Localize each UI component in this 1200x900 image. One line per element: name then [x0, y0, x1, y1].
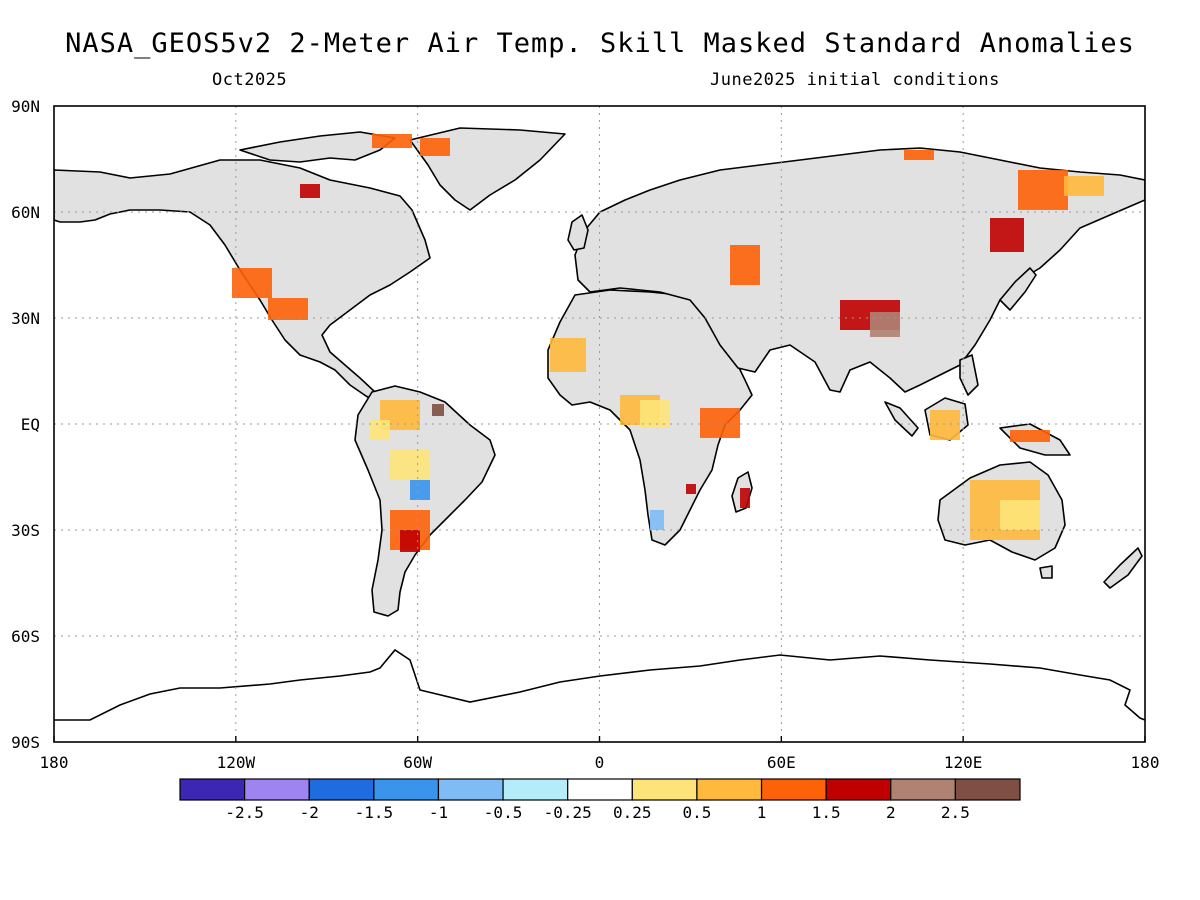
- latitude-label: EQ: [21, 415, 40, 434]
- colorbar: -2.5 -2 -1.5 -1 -0.5 -0.25 0.25 0.5 1 1.5 2 2.5: [179, 778, 1021, 822]
- philippines-landmass: [959, 354, 979, 396]
- latitude-label: 90S: [11, 733, 40, 752]
- colorbar-swatch: [631, 778, 698, 801]
- anomaly-patch: [1000, 500, 1040, 530]
- anomaly-patch: [268, 298, 308, 320]
- anomaly-patches: [232, 134, 1104, 552]
- colorbar-swatch: [825, 778, 892, 801]
- anomaly-patch: [1010, 430, 1050, 442]
- anomaly-patch: [930, 410, 960, 440]
- anomaly-patch: [1018, 170, 1068, 210]
- anomaly-patch: [300, 184, 320, 198]
- anomaly-patch: [232, 268, 272, 298]
- antarctica-coastline: [54, 648, 1145, 721]
- latitude-label: 30N: [11, 309, 40, 328]
- anomaly-patch: [904, 150, 934, 160]
- colorbar-tick-label: -2.5: [225, 803, 264, 822]
- colorbar-swatch: [954, 778, 1021, 801]
- longitude-label: 180: [1131, 753, 1160, 772]
- new-zealand-landmass: [1103, 547, 1143, 589]
- colorbar-swatch: [567, 778, 633, 801]
- colorbar-tick-label: 0.25: [613, 803, 652, 822]
- colorbar-tick-label: -0.5: [484, 803, 523, 822]
- anomaly-patch: [740, 488, 750, 508]
- colorbar-tick-label: -2: [300, 803, 319, 822]
- colorbar-tick-label: 1: [757, 803, 767, 822]
- longitude-label: 0: [595, 753, 605, 772]
- colorbar-tick-label: 2.5: [941, 803, 970, 822]
- latitude-label: 60N: [11, 203, 40, 222]
- colorbar-swatch: [373, 778, 440, 801]
- anomaly-patch: [400, 530, 420, 552]
- longitude-label: 120E: [944, 753, 983, 772]
- arctic-islands-landmass: [239, 131, 396, 163]
- anomaly-patch: [730, 245, 760, 285]
- map-title: NASA_GEOS5v2 2-Meter Air Temp. Skill Mas…: [65, 28, 1135, 59]
- anomaly-patch: [700, 408, 740, 438]
- anomaly-patch: [990, 218, 1024, 252]
- anomaly-patch: [870, 312, 900, 337]
- britain-landmass: [567, 214, 589, 251]
- colorbar-swatch: [179, 778, 246, 801]
- initial-conditions-label: June2025 initial conditions: [710, 70, 1000, 90]
- colorbar-tick-label: 0.5: [682, 803, 711, 822]
- longitude-label: 60W: [403, 753, 432, 772]
- longitude-labels: 180 120W 60W 0 60E 120E 180: [40, 753, 1160, 772]
- colorbar-swatch: [244, 778, 310, 801]
- longitude-label: 180: [40, 753, 69, 772]
- anomaly-patch: [550, 338, 586, 372]
- anomaly-patch: [420, 138, 450, 156]
- colorbar-swatch: [760, 778, 827, 801]
- colorbar-tick-label: -1.5: [355, 803, 394, 822]
- colorbar-tick-label: -0.25: [544, 803, 592, 822]
- colorbar-swatch: [696, 778, 763, 801]
- anomaly-patch: [686, 484, 696, 494]
- anomaly-patch: [1064, 176, 1104, 196]
- anomaly-patch: [372, 134, 412, 148]
- latitude-label: 90N: [11, 97, 40, 116]
- anomaly-patch: [432, 404, 444, 416]
- gridlines: [54, 106, 1145, 742]
- longitude-label: 120W: [217, 753, 256, 772]
- axis-ticks: [53, 736, 1146, 742]
- anomaly-patch: [390, 450, 430, 480]
- colorbar-swatch: [502, 778, 569, 801]
- colorbar-tick-label: 2: [886, 803, 896, 822]
- japan-landmass: [999, 267, 1037, 311]
- anomaly-patch: [650, 510, 664, 530]
- colorbar-swatch: [890, 778, 956, 801]
- latitude-label: 60S: [11, 627, 40, 646]
- latitude-labels: 90N 60N 30N EQ 30S 60S 90S: [11, 97, 40, 752]
- colorbar-swatch: [308, 778, 375, 801]
- anomaly-patch: [410, 480, 430, 500]
- south-america-landmass: [354, 385, 496, 617]
- tasmania-landmass: [1039, 565, 1053, 579]
- colorbar-tick-label: 1.5: [812, 803, 841, 822]
- valid-month-label: Oct2025: [212, 70, 288, 90]
- colorbar-tick-label: -1: [429, 803, 448, 822]
- longitude-label: 60E: [767, 753, 796, 772]
- latitude-label: 30S: [11, 521, 40, 540]
- sumatra-landmass: [884, 401, 919, 437]
- colorbar-swatch: [437, 778, 504, 801]
- anomaly-patch: [370, 420, 390, 440]
- anomaly-patch: [640, 400, 670, 428]
